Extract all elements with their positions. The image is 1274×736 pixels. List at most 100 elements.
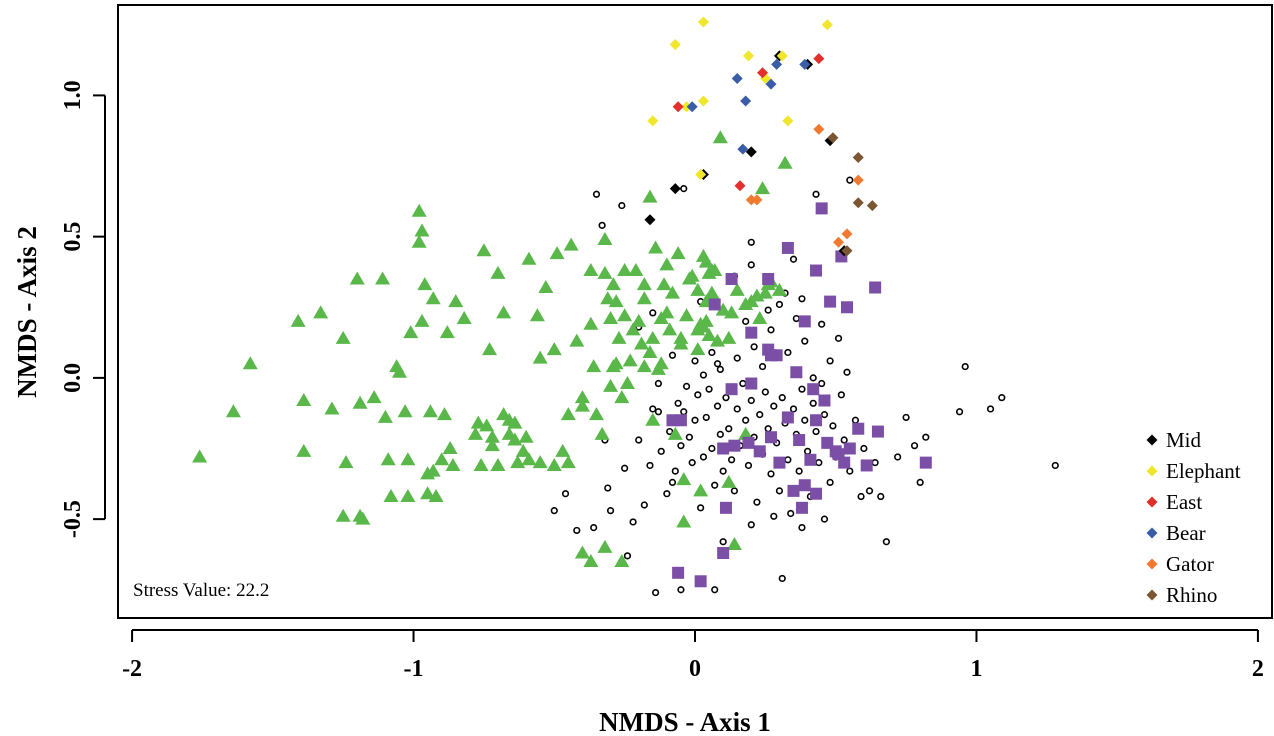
square-point [745, 377, 758, 390]
triangle-point [442, 441, 458, 455]
elephant-point [669, 39, 681, 51]
triangle-point [684, 268, 700, 282]
triangle-point [656, 277, 672, 291]
open-circle-point [606, 507, 615, 515]
open-circle-point [725, 425, 733, 433]
triangle-point [670, 246, 686, 260]
y-tick-label: 0.5 [60, 222, 86, 252]
square-point [745, 326, 758, 339]
open-circle-point [730, 487, 739, 495]
triangle-point [611, 330, 627, 344]
open-circle-point [716, 365, 724, 374]
triangle-point [400, 452, 416, 466]
open-circle-point [882, 538, 890, 546]
triangle-point [414, 223, 430, 237]
legend-item-rhino: Rhino [1146, 583, 1217, 607]
bear-point [799, 58, 811, 70]
triangle-point [380, 452, 396, 466]
open-circle-point [592, 190, 601, 198]
east-point [734, 180, 746, 192]
square-point [869, 281, 882, 294]
triangle-point [597, 231, 613, 245]
open-circle-point [742, 317, 750, 325]
square-point [781, 241, 794, 254]
triangle-point [704, 263, 720, 277]
open-circle-point [775, 487, 784, 495]
triangle-point [383, 489, 399, 503]
open-circle-point [818, 320, 826, 328]
open-circle-point [761, 388, 769, 396]
triangle-point [614, 390, 630, 404]
triangle-point [600, 291, 616, 305]
triangle-point [467, 426, 483, 440]
open-circle-point [798, 385, 806, 393]
open-circle-point [618, 201, 626, 210]
open-circle-point [654, 408, 663, 416]
legend-marker-bear [1146, 527, 1158, 539]
open-circle-point [747, 261, 755, 269]
open-circle-point [910, 442, 919, 450]
open-circle-point [758, 362, 767, 371]
triangle-point [521, 452, 537, 466]
open-circle-point [685, 433, 693, 441]
triangle-point [648, 240, 664, 254]
open-circle-point [764, 306, 772, 314]
open-circle-point [598, 221, 606, 229]
triangle-point [470, 415, 486, 429]
square-point [824, 295, 837, 308]
triangle-point [698, 254, 714, 268]
triangle-point [636, 277, 652, 291]
open-circle-point [778, 394, 786, 402]
triangle-point [636, 359, 652, 373]
triangle-point [622, 353, 638, 367]
open-circle-point [742, 416, 750, 424]
y-tick-label: 1.0 [60, 80, 86, 110]
open-circle-point [682, 382, 691, 390]
elephant-point [742, 50, 754, 62]
legend-item-east: East [1146, 490, 1202, 514]
triangle-point [586, 359, 602, 373]
open-circle-point [649, 405, 657, 413]
open-circle-point [986, 405, 995, 413]
square-point [871, 425, 884, 438]
rhino-point [827, 132, 839, 144]
open-circle-point [699, 371, 708, 379]
open-circle-point [857, 492, 865, 501]
y-axis-title: NMDS - Axis 2 [12, 226, 42, 398]
triangle-point [597, 539, 613, 553]
open-circle-point [666, 427, 674, 436]
triangle-point [701, 328, 717, 342]
open-circle-point [812, 190, 820, 198]
open-circle-point [747, 238, 755, 246]
triangle-point [397, 404, 413, 418]
open-circle-point [961, 362, 969, 371]
triangle-point [411, 203, 427, 217]
open-circle-point [767, 326, 775, 334]
rhino-point [866, 200, 878, 212]
square-point [672, 566, 685, 579]
triangle-point [569, 333, 585, 347]
square-point [818, 394, 831, 407]
open-circle-point [727, 456, 736, 464]
square-point [773, 456, 786, 469]
open-circle-point [719, 467, 727, 475]
triangle-point [290, 313, 306, 327]
open-circle-point [747, 396, 755, 405]
triangle-point [597, 265, 613, 279]
triangle-point [476, 243, 492, 257]
triangle-point [667, 426, 683, 440]
open-circle-point [677, 442, 685, 450]
triangle-point [242, 356, 258, 370]
triangle-point [422, 404, 438, 418]
open-circle-point [691, 357, 699, 365]
triangle-point [645, 330, 661, 344]
elephant-point [697, 16, 709, 28]
bear-point [686, 101, 698, 113]
triangle-point [614, 554, 630, 568]
x-tick-label: 2 [1252, 656, 1264, 682]
square-point [810, 487, 823, 500]
triangle-point [338, 455, 354, 469]
triangle-point [628, 263, 644, 277]
square-point [810, 414, 823, 427]
triangle-point [574, 398, 590, 412]
